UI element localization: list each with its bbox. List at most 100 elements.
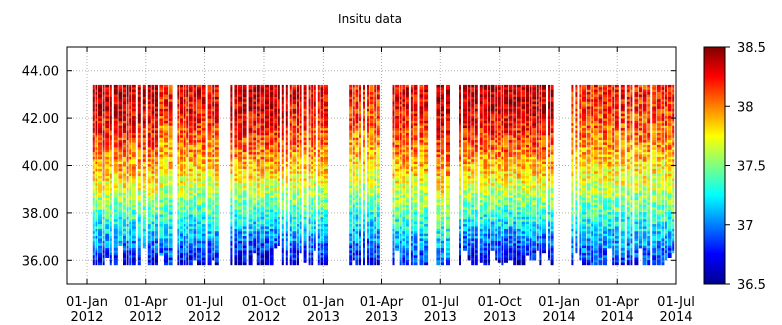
data-cell [230, 156, 233, 160]
data-cell [256, 180, 260, 184]
data-cell [352, 180, 355, 184]
data-cell [269, 106, 274, 110]
data-cell [303, 233, 307, 237]
data-cell [367, 212, 369, 215]
data-cell [369, 238, 374, 242]
data-cell [197, 195, 201, 198]
data-cell [129, 108, 132, 112]
data-cell [92, 228, 95, 232]
data-cell [277, 236, 280, 239]
data-cell [299, 161, 302, 165]
data-cell [313, 238, 316, 242]
data-cell [201, 228, 206, 232]
data-cell [151, 219, 155, 222]
data-cell [168, 111, 173, 114]
data-cell [248, 224, 253, 227]
data-cell [234, 154, 238, 158]
data-cell [147, 204, 151, 208]
data-cell [289, 125, 292, 129]
data-cell [374, 159, 377, 162]
data-cell [180, 168, 183, 172]
data-cell [151, 111, 155, 114]
data-cell [349, 209, 353, 213]
data-cell [155, 152, 158, 155]
data-cell [183, 240, 186, 244]
data-cell [102, 89, 105, 93]
data-cell [320, 214, 324, 218]
data-cell [289, 240, 292, 244]
data-cell [168, 116, 173, 119]
data-cell [118, 202, 123, 206]
data-cell [98, 226, 102, 230]
data-cell [118, 173, 123, 177]
data-cell [109, 94, 112, 98]
data-cell [102, 161, 105, 165]
data-cell [105, 118, 110, 122]
data-cell [137, 231, 141, 234]
data-cell [248, 101, 253, 105]
data-cell [186, 149, 189, 153]
data-cell [234, 130, 238, 134]
data-cell [201, 120, 206, 124]
data-cell [281, 228, 284, 232]
data-cell [392, 166, 395, 170]
data-cell [168, 104, 173, 107]
data-cell [395, 116, 400, 119]
data-cell [193, 161, 197, 165]
data-cell [289, 84, 292, 88]
data-cell [308, 202, 311, 206]
data-cell [349, 183, 353, 186]
data-cell [92, 236, 95, 239]
data-cell [168, 144, 173, 148]
data-cell [183, 161, 186, 165]
data-cell [118, 228, 123, 232]
data-cell [151, 257, 155, 261]
data-cell [201, 238, 206, 242]
data-cell [349, 154, 353, 158]
data-cell [151, 128, 155, 131]
data-cell [374, 260, 377, 263]
data-cell [248, 137, 253, 141]
data-cell [151, 216, 155, 220]
data-cell [151, 250, 155, 254]
data-cell [238, 118, 242, 122]
data-cell [256, 224, 260, 227]
data-cell [98, 101, 102, 105]
data-cell [324, 212, 328, 215]
data-cell [180, 113, 183, 117]
data-cell [113, 173, 118, 177]
data-cell [355, 128, 359, 131]
data-cell [95, 233, 98, 237]
data-cell [292, 89, 297, 93]
data-cell [260, 106, 265, 110]
data-cell [242, 144, 247, 148]
data-cell [313, 231, 316, 234]
data-cell [376, 118, 380, 122]
data-cell [131, 154, 136, 158]
data-cell [151, 173, 155, 177]
data-cell [212, 248, 215, 251]
data-cell [113, 120, 118, 124]
data-cell [260, 178, 265, 182]
data-cell [285, 113, 288, 117]
data-cell [242, 152, 247, 155]
data-cell [281, 140, 284, 143]
data-cell [392, 140, 395, 143]
data-cell [308, 260, 311, 263]
data-cell [142, 240, 146, 244]
data-cell [164, 185, 168, 189]
data-cell [289, 147, 292, 150]
data-cell [137, 250, 141, 254]
data-cell [159, 243, 164, 246]
data-cell [299, 123, 302, 126]
data-cell [230, 180, 233, 184]
data-cell [369, 260, 374, 263]
data-cell [355, 92, 359, 95]
data-cell [164, 226, 168, 230]
data-cell [363, 207, 365, 210]
data-cell [297, 188, 299, 191]
data-cell [183, 173, 186, 177]
data-cell [281, 120, 284, 124]
data-cell [234, 183, 238, 186]
data-cell [274, 171, 278, 174]
